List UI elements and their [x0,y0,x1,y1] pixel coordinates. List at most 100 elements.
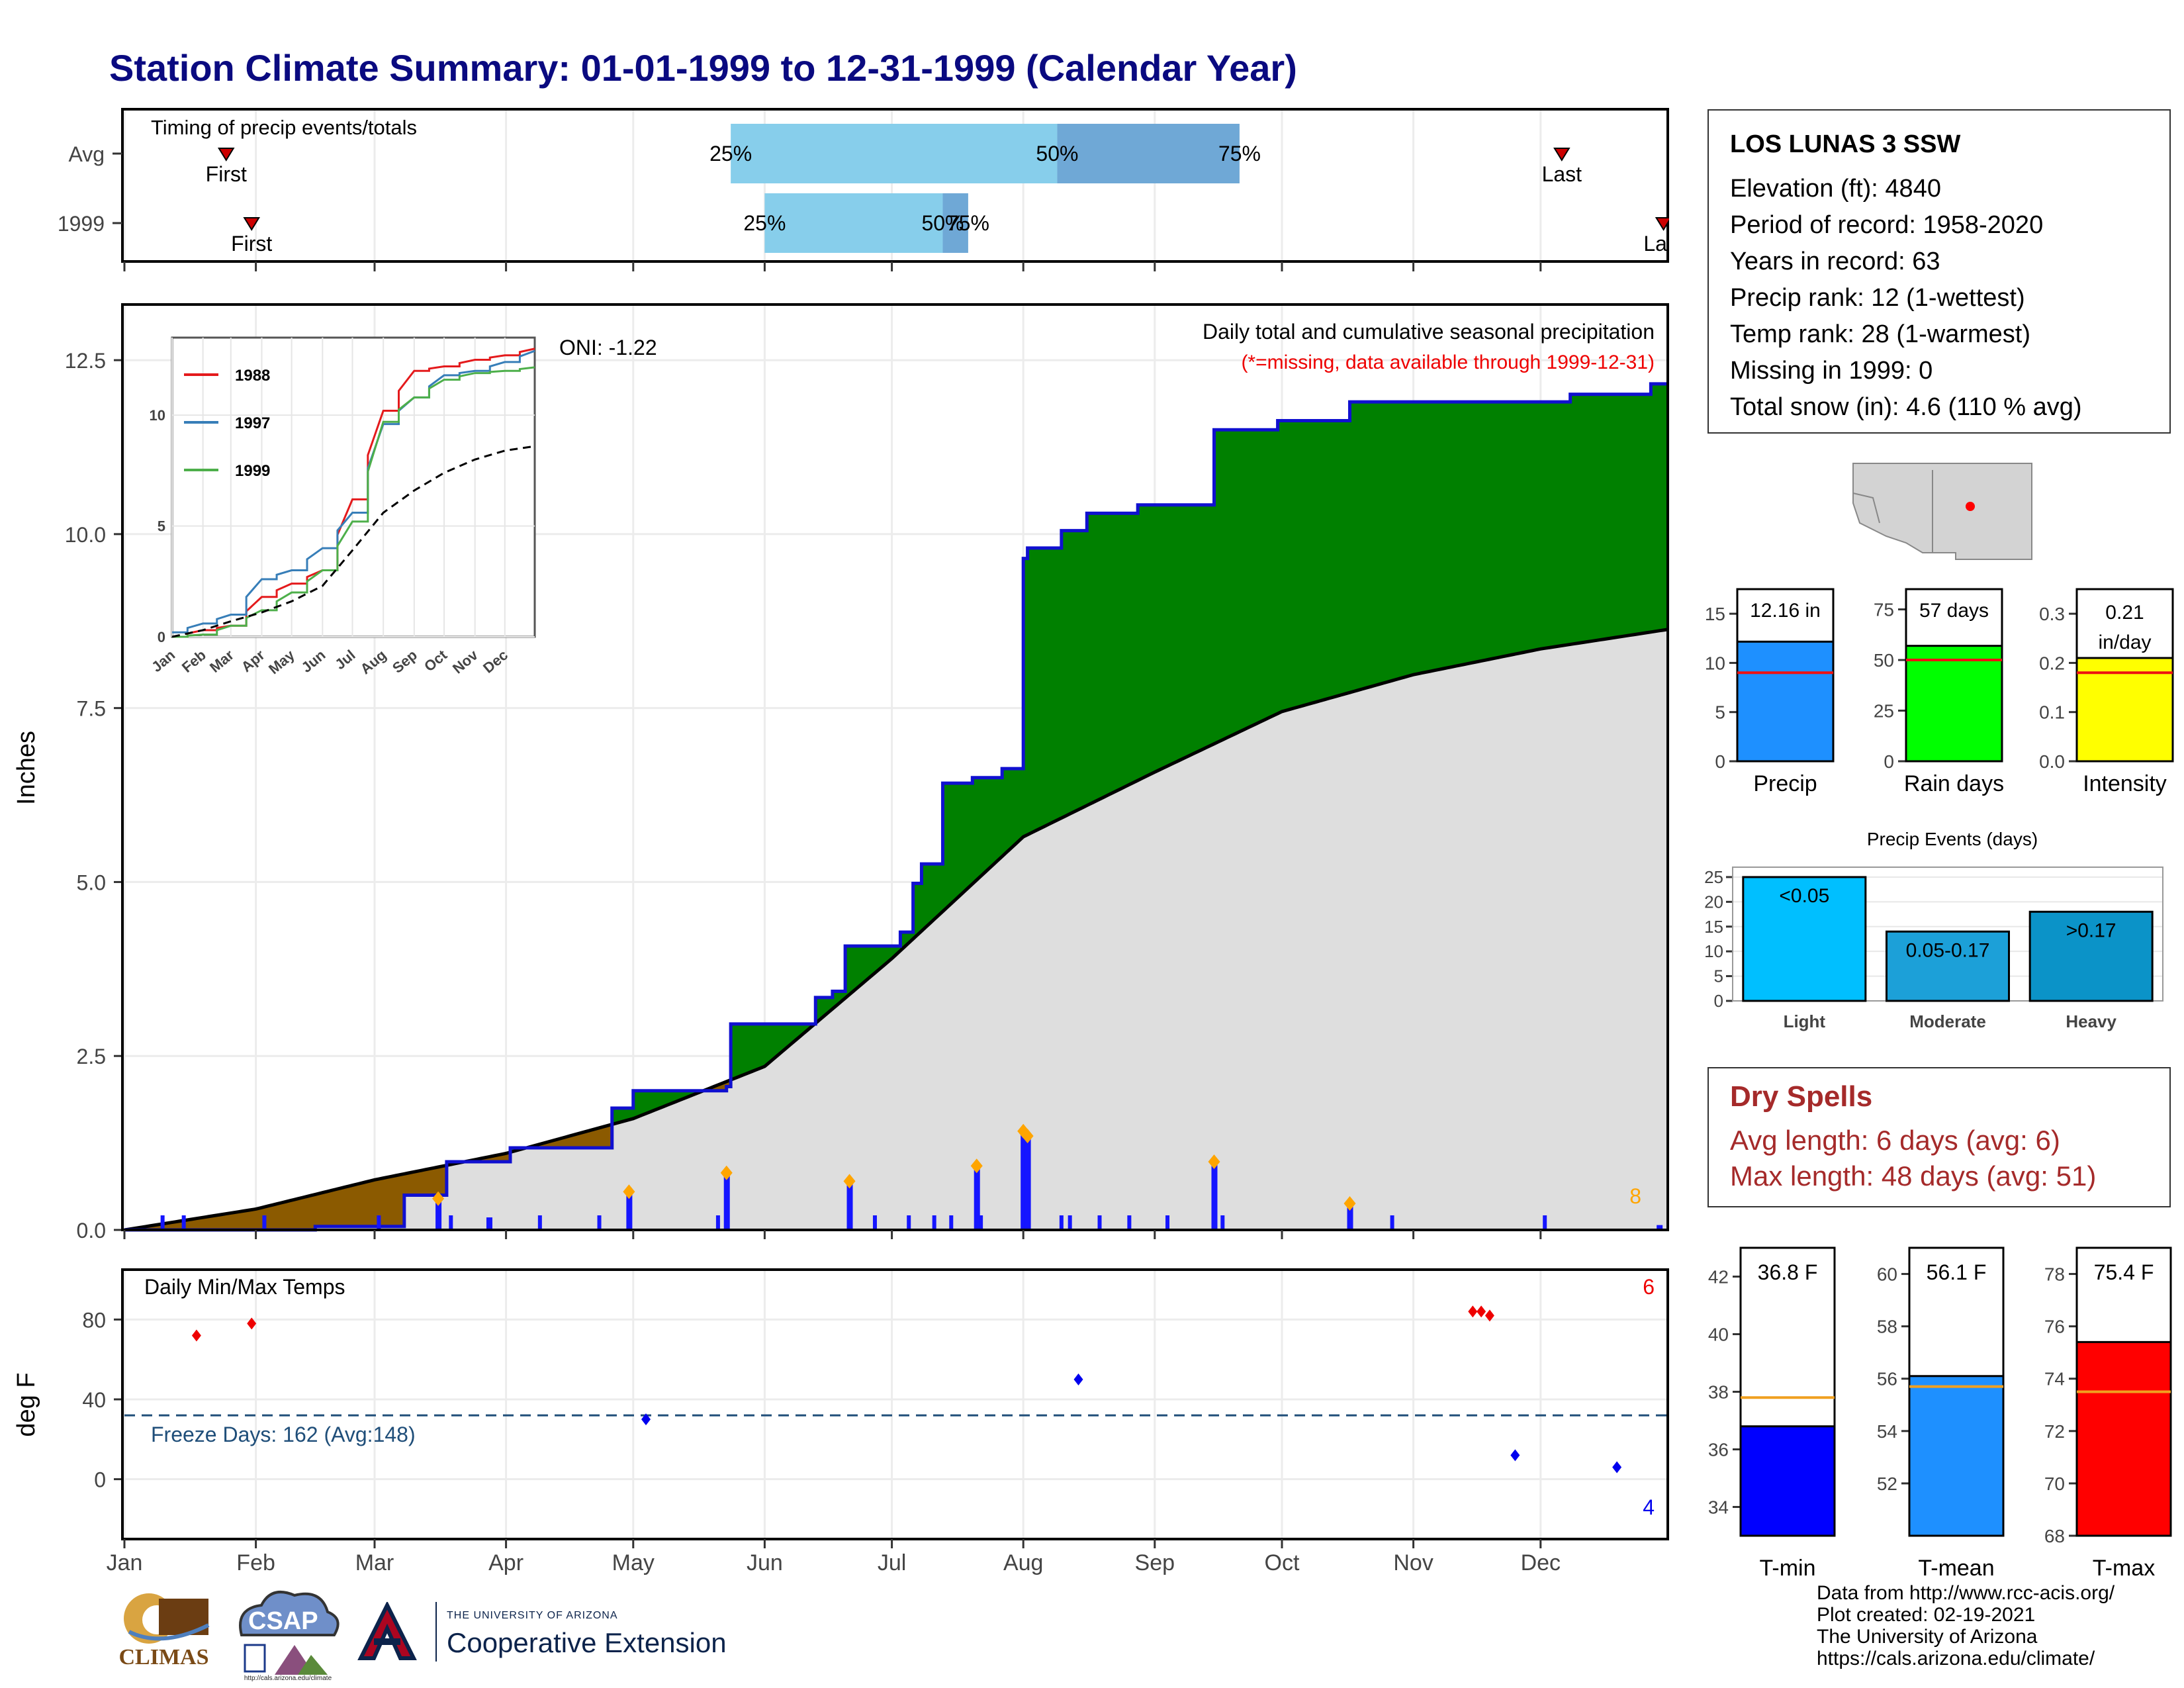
temp-bar-ytick-label: 72 [2044,1421,2065,1442]
timing-1999-first-label: First [231,232,272,256]
month-xtick-label: Sep [1135,1550,1175,1575]
footer-line: The University of Arizona [1817,1626,2038,1648]
oni-label: ONI: -1.22 [559,336,657,359]
timing-panel-frame [121,108,1669,263]
month-xtick-label: Apr [488,1550,523,1575]
daily-precip-bar [1127,1215,1132,1230]
precip-ytick-label: 0.0 [77,1219,106,1243]
daily-precip-bar [1059,1215,1064,1230]
inset-frame [171,336,536,638]
average-cumulative-area [124,629,1668,1230]
station-elevation: Elevation (ft): 4840 [1730,175,1941,203]
temp-bar-value-label: 36.8 F [1758,1260,1818,1284]
timing-avg-iqr-high-bar [1057,124,1240,183]
timing-avg-first-marker [217,148,235,162]
timing-avg-last-label: Last [1542,162,1582,186]
annual-ytick-label: 0.0 [2039,751,2065,772]
inset-ytick-label: 5 [158,518,165,535]
precip-days-count: 8 [1629,1184,1641,1208]
temp-bar-category-label: T-mean [1918,1556,1994,1581]
record-temp-marker [247,1317,257,1330]
dry-spells-title: Dry Spells [1730,1080,1873,1113]
observed-cumulative-line [124,382,1668,1232]
inset-ytick-label: 10 [150,407,165,424]
temp-bar-ytick-label: 76 [2044,1317,2065,1337]
timing-1999-first-marker [243,217,260,231]
annual-ytick-label: 0 [1884,751,1894,772]
daily-precip-bar [435,1198,442,1230]
daily-precip-bar [1657,1225,1663,1230]
freeze-days-label: Freeze Days: 162 (Avg:148) [151,1423,416,1446]
dry-spells-box: Dry Spells Avg length: 6 days (avg: 6) M… [1707,1067,2171,1207]
daily-precip-bar [979,1215,983,1230]
inset-xtick-label: Jan [148,647,178,676]
daily-precip-bar [974,1166,980,1230]
temp-bar-ytick-label: 54 [1877,1421,1897,1442]
heavy-event-marker [720,1165,733,1180]
temp-bar-ytick-label: 74 [2044,1369,2065,1389]
annual-category-label: Intensity [2083,771,2167,796]
record-temp-marker [1468,1305,1478,1318]
record-temp-marker [641,1413,651,1426]
annual-ytick-label: 0.3 [2039,604,2065,624]
ua-extension-logo: THE UNIVERSITY OF ARIZONA Cooperative Ex… [357,1601,741,1668]
daily-precip-bar [1390,1215,1394,1230]
csap-logo: CSAP http://cals.arizona.edu/climate [228,1582,347,1682]
inset-ytick-label: 0 [158,629,165,645]
inset-series-line [172,366,535,638]
annual-value-label-unit: in/day [2098,632,2151,653]
annual-value-label: 12.16 in [1750,600,1821,622]
dry-spells-avg: Avg length: 6 days (avg: 6) [1730,1125,2060,1156]
events-ytick-label: 0 [1714,991,1723,1011]
daily-precip-bar [377,1215,381,1230]
record-temp-marker [1612,1461,1622,1474]
climas-logo-text: CLIMAS [118,1645,209,1669]
temp-bar-ytick-label: 38 [1708,1382,1729,1403]
heavy-event-marker [432,1191,445,1206]
month-xtick-label: Jul [878,1550,906,1575]
record-high-count: 6 [1643,1275,1655,1299]
temp-bar-value-label: 75.4 F [2094,1260,2154,1284]
timing-1999-last-marker [1655,217,1672,231]
daily-precip-bar [160,1215,165,1230]
missing-data-note: (*=missing, data available through 1999-… [1241,352,1655,373]
annual-ytick-label: 0.2 [2039,653,2065,673]
record-low-count: 4 [1643,1495,1655,1519]
annual-ytick-label: 15 [1705,604,1725,624]
daily-precip-bar [1543,1215,1547,1230]
month-xtick-label: Jan [107,1550,143,1575]
inset-xtick-label: Oct [421,646,451,675]
record-temp-marker [1510,1449,1520,1462]
annual-ytick-label: 75 [1874,600,1894,620]
precip-event-bar-label: >0.17 [2066,919,2116,941]
annual-ytick-label: 25 [1874,701,1894,722]
timing-avg-row-label: Avg [68,142,105,166]
daily-precip-bar [537,1215,542,1230]
precip-event-bar [1886,930,2010,1002]
annual-value-label: 0.21 [2105,602,2144,624]
temp-bar-ytick-label: 52 [1877,1474,1897,1494]
events-ytick-label: 25 [1704,867,1723,887]
temp-bar-ytick-label: 60 [1877,1264,1897,1285]
record-temp-marker [1477,1305,1486,1318]
timing-avg-p25-label: 25% [709,142,752,165]
temp-panel-label: Daily Min/Max Temps [144,1275,345,1299]
annual-value-label: 57 days [1919,600,1989,622]
footer-line: Plot created: 02-19-2021 [1817,1604,2036,1626]
temp-ytick-label: 40 [82,1388,106,1412]
daily-precip-bar [262,1215,267,1230]
annual-bar-1 [1905,645,2003,763]
precip-event-category-label: Light [1784,1011,1826,1031]
daily-precip-bar [597,1215,602,1230]
station-name: LOS LUNAS 3 SSW [1730,130,1961,158]
state-map-region [1852,463,2032,560]
daily-precip-bar [846,1181,853,1230]
climas-logo-graphic [124,1593,210,1644]
footer-credits: Data from http://www.rcc-acis.org/ Plot … [1817,1582,2115,1669]
daily-precip-bar [1211,1161,1218,1230]
precip-ytick-label: 10.0 [65,523,106,547]
annual-ytick-label: 0.1 [2039,702,2065,723]
annual-category-label: Rain days [1904,771,2004,796]
annual-bar-0 [1736,640,1835,763]
